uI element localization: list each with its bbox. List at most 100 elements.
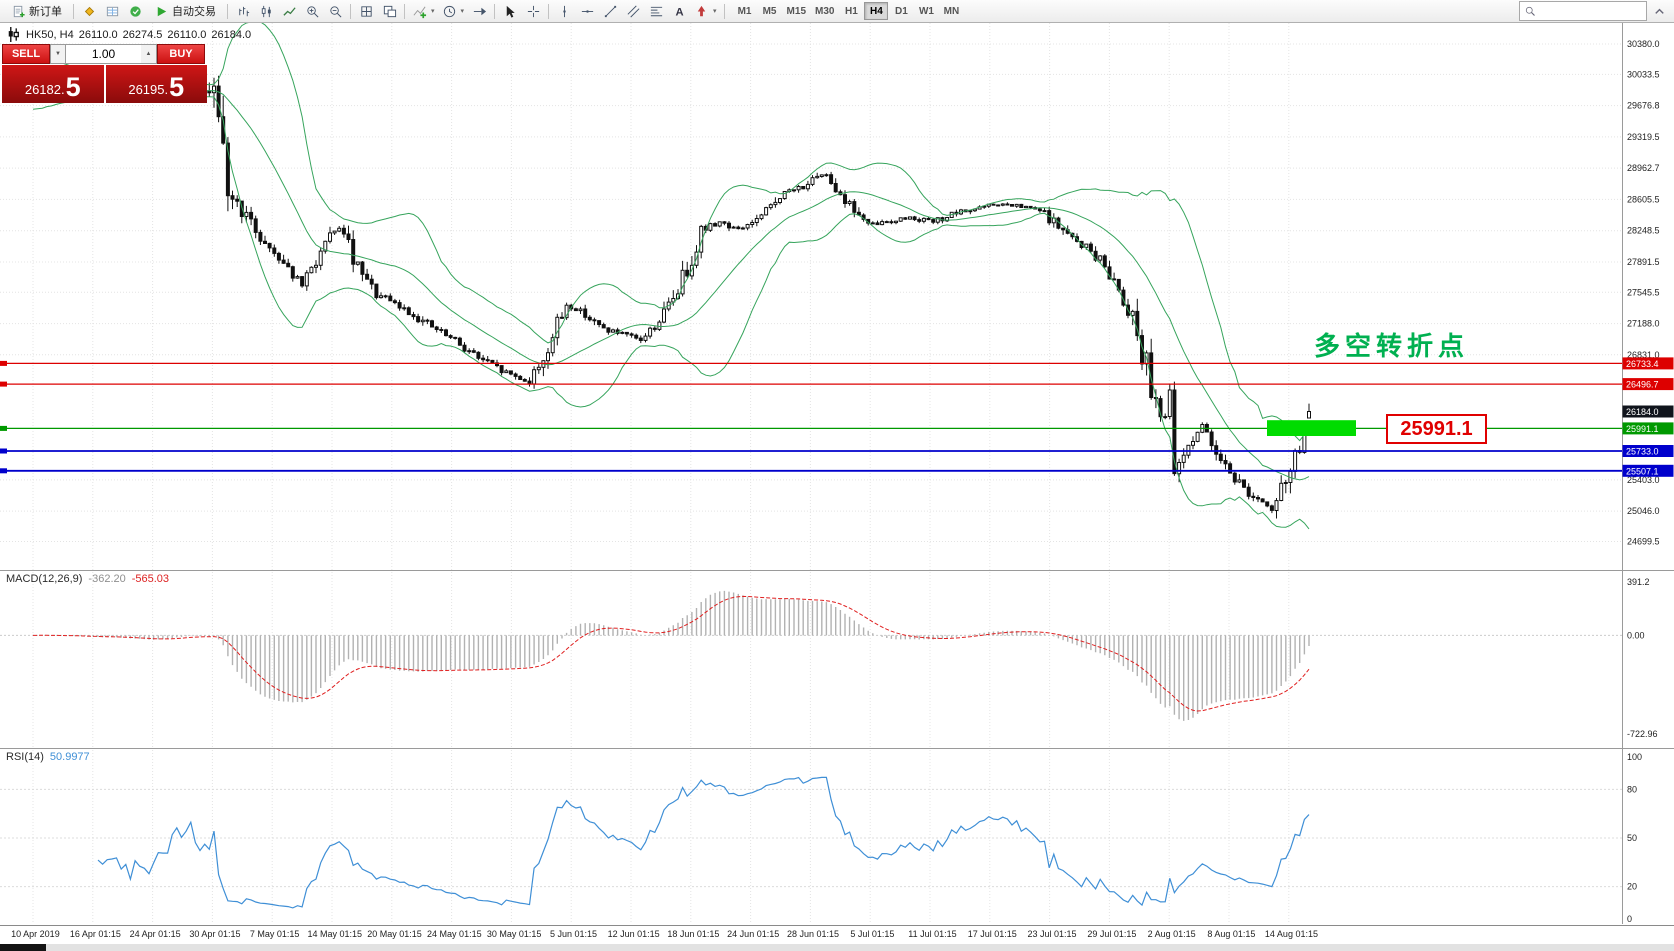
hline-anchor[interactable] bbox=[0, 381, 7, 387]
hline-anchor[interactable] bbox=[0, 360, 7, 366]
tab-timeframe-h1[interactable]: H1 bbox=[839, 2, 863, 20]
price-level-label[interactable] bbox=[1622, 445, 1674, 457]
hline-anchor[interactable] bbox=[0, 448, 7, 454]
svg-text:50: 50 bbox=[1627, 833, 1637, 843]
grid-button[interactable] bbox=[355, 1, 377, 21]
svg-text:26496.7: 26496.7 bbox=[1626, 380, 1659, 390]
candlestick-chart-button[interactable] bbox=[255, 1, 277, 21]
period-button[interactable]: ▾ bbox=[439, 1, 468, 21]
highlight-zone[interactable] bbox=[1267, 420, 1356, 436]
time-axis[interactable]: 10 Apr 2019 16 Apr 01:15 24 Apr 01:15 30 Ap… bbox=[0, 925, 1674, 943]
timeline-label: 17 Jul 01:15 bbox=[967, 929, 1017, 939]
crosshair-tool-button[interactable] bbox=[522, 1, 544, 21]
buy-price-display[interactable]: 26195. 5 bbox=[105, 65, 207, 103]
trendline-tool-button[interactable] bbox=[599, 1, 621, 21]
svg-text:26831.0: 26831.0 bbox=[1627, 350, 1660, 360]
symbol-header: HK50, H4 26110.0 26274.5 26110.0 26184.0 bbox=[6, 27, 251, 42]
svg-text:80: 80 bbox=[1627, 784, 1637, 794]
toolbar-separator bbox=[494, 3, 496, 19]
autotrading-button[interactable]: 自动交易 bbox=[147, 1, 223, 21]
tab-timeframe-d1[interactable]: D1 bbox=[889, 2, 913, 20]
cursor-icon bbox=[503, 4, 518, 19]
price-level-label[interactable] bbox=[1622, 378, 1674, 391]
hline-anchor[interactable] bbox=[0, 468, 7, 474]
fibonacci-tool-button[interactable] bbox=[645, 1, 667, 21]
price-level-label[interactable] bbox=[1622, 405, 1674, 418]
dropdown-arrow-icon: ▾ bbox=[431, 8, 435, 15]
macd-histogram bbox=[36, 590, 1310, 721]
toolbar-more-button[interactable] bbox=[1648, 1, 1670, 21]
timeline-label: 5 Jul 01:15 bbox=[850, 929, 895, 939]
price-level-label[interactable] bbox=[1622, 357, 1674, 370]
horizontal-line-tool-button[interactable] bbox=[576, 1, 598, 21]
turning-point-annotation[interactable]: 多空转折点 bbox=[1314, 331, 1470, 361]
svg-text:0: 0 bbox=[1627, 914, 1632, 924]
chevron-up-icon bbox=[1652, 4, 1667, 19]
price-level-label[interactable] bbox=[1622, 464, 1674, 477]
tab-timeframe-mn[interactable]: MN bbox=[939, 2, 963, 20]
rsi-label: RSI(14) bbox=[6, 751, 44, 763]
new-order-button[interactable]: 新订单 bbox=[4, 1, 69, 21]
timeline-label: 30 Apr 01:15 bbox=[189, 929, 241, 939]
tab-timeframe-m30[interactable]: M30 bbox=[811, 2, 838, 20]
price-axis[interactable]: 30380.0 30033.5 29676.8 29319.5 28962.7 28605… bbox=[1622, 39, 1674, 924]
timeline-label: 10 Apr 2019 bbox=[11, 929, 60, 939]
channel-tool-button[interactable] bbox=[622, 1, 644, 21]
navigator-button[interactable] bbox=[124, 1, 146, 21]
timeline-label: 14 May 01:15 bbox=[307, 929, 363, 939]
macd-header: MACD(12,26,9) -362.20 -565.03 bbox=[6, 573, 169, 585]
sell-price-small: 26182. bbox=[24, 82, 65, 97]
grid-layer bbox=[0, 23, 1622, 924]
cursor-tool-button[interactable] bbox=[499, 1, 521, 21]
volume-increase-button[interactable]: ▲ bbox=[141, 44, 157, 64]
bar-chart-button[interactable] bbox=[232, 1, 254, 21]
tab-timeframe-h4[interactable]: H4 bbox=[864, 2, 889, 20]
new-order-icon bbox=[11, 4, 26, 19]
chart-shift-button[interactable] bbox=[468, 1, 490, 21]
vertical-line-tool-button[interactable] bbox=[553, 1, 575, 21]
dropdown-arrow-icon: ▾ bbox=[460, 8, 465, 15]
text-tool-button[interactable]: A bbox=[668, 1, 690, 21]
timeline-label: 24 May 01:15 bbox=[427, 929, 482, 939]
hlines-layer[interactable] bbox=[0, 360, 1622, 474]
tab-timeframe-w1[interactable]: W1 bbox=[914, 2, 938, 20]
search-box[interactable] bbox=[1519, 1, 1647, 21]
svg-text:28605.5: 28605.5 bbox=[1627, 194, 1660, 204]
toolbar: 新订单 自动交易 ▾ ▾ A ▾ M1 M5 M15 M30 bbox=[0, 0, 1674, 23]
volume-decrease-button[interactable]: ▼ bbox=[50, 44, 66, 64]
volume-input[interactable] bbox=[66, 44, 141, 64]
price-callout-annotation[interactable]: 25991.1 bbox=[1386, 414, 1487, 444]
line-chart-button[interactable] bbox=[278, 1, 300, 21]
timeline-label: 16 Apr 01:15 bbox=[69, 929, 121, 939]
svg-text:27891.5: 27891.5 bbox=[1627, 257, 1660, 267]
tab-timeframe-m1[interactable]: M1 bbox=[733, 2, 757, 20]
sell-price-display[interactable]: 26182. 5 bbox=[2, 65, 104, 103]
ohlc-open: 26110.0 bbox=[78, 28, 118, 41]
data-window-button[interactable] bbox=[101, 1, 123, 21]
zoom-out-button[interactable] bbox=[324, 1, 346, 21]
panel-separators bbox=[0, 23, 1674, 924]
zoom-in-button[interactable] bbox=[301, 1, 323, 21]
arrows-tool-button[interactable]: ▾ bbox=[691, 1, 720, 21]
ohlc-high: 26274.5 bbox=[122, 28, 163, 41]
tab-timeframe-m15[interactable]: M15 bbox=[783, 2, 810, 20]
candles-layer bbox=[31, 75, 1311, 519]
market-watch-button[interactable] bbox=[78, 1, 100, 21]
chart-tab[interactable] bbox=[0, 944, 46, 951]
tile-windows-button[interactable] bbox=[378, 1, 400, 21]
tab-timeframe-m5[interactable]: M5 bbox=[758, 2, 782, 20]
symbol-candle-icon bbox=[6, 27, 21, 42]
buy-button[interactable]: BUY bbox=[157, 44, 205, 64]
new-order-label: 新订单 bbox=[29, 6, 62, 18]
sell-button[interactable]: SELL bbox=[2, 44, 50, 64]
zoom-in-icon bbox=[305, 4, 320, 19]
price-level-label[interactable] bbox=[1622, 422, 1674, 435]
add-indicator-button[interactable]: ▾ bbox=[409, 1, 438, 21]
hline-anchor[interactable] bbox=[0, 425, 7, 431]
search-input[interactable] bbox=[1540, 4, 1642, 18]
dropdown-arrow-icon: ▾ bbox=[713, 8, 717, 15]
macd-signal-line bbox=[32, 595, 1310, 712]
svg-text:25733.0: 25733.0 bbox=[1626, 447, 1659, 457]
